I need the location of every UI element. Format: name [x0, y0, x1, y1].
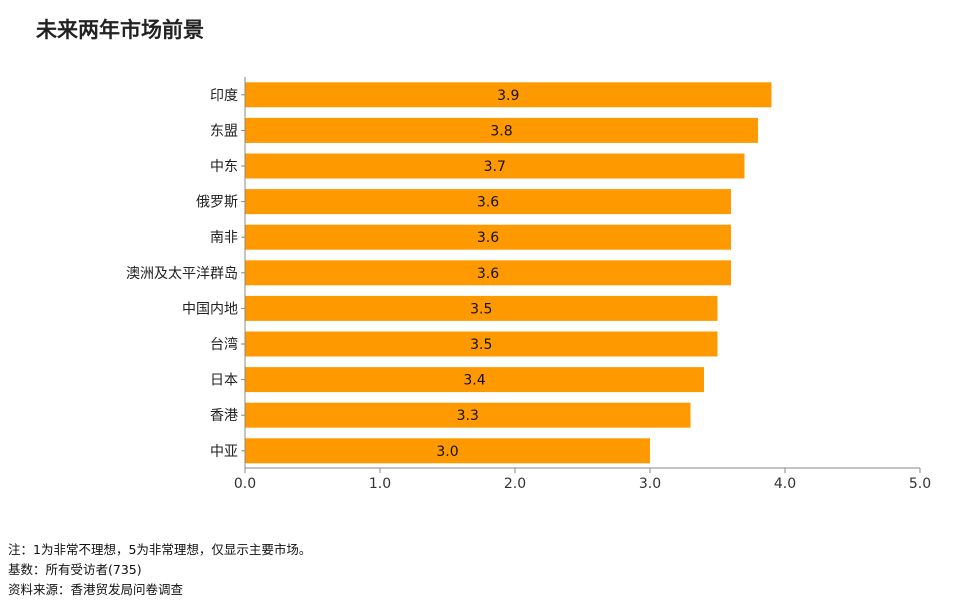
category-label-8: 日本 [210, 373, 238, 389]
chart-title: 未来两年市场前景 [36, 18, 204, 42]
bar-0 [245, 82, 772, 108]
category-label-9: 香港 [210, 408, 238, 424]
bars-group [245, 82, 772, 464]
x-tick-label-5: 5.0 [909, 476, 931, 492]
footnotes: 注：1为非常不理想，5为非常理想，仅显示主要市场。 基数：所有受访者(735) … [8, 540, 311, 600]
category-label-3: 俄罗斯 [196, 195, 238, 211]
axes-group: 0.0 1.0 2.0 3.0 4.0 5.0 [234, 77, 931, 492]
value-label-3: 3.6 [477, 195, 499, 211]
category-label-7: 台湾 [210, 336, 238, 353]
category-label-0: 印度 [210, 88, 238, 104]
bar-6 [245, 295, 718, 321]
value-label-4: 3.6 [477, 230, 499, 246]
x-tick-label-2: 2.0 [504, 476, 526, 492]
x-tick-label-3: 3.0 [639, 476, 661, 492]
bar-10 [245, 438, 650, 464]
value-label-7: 3.5 [470, 337, 492, 353]
value-label-0: 3.9 [497, 88, 519, 104]
value-label-9: 3.3 [457, 408, 479, 424]
value-label-6: 3.5 [470, 301, 492, 317]
category-label-6: 中国内地 [182, 301, 238, 317]
category-label-2: 中东 [210, 159, 238, 175]
value-label-2: 3.7 [484, 159, 506, 175]
note-text: 注：1为非常不理想，5为非常理想，仅显示主要市场。 [8, 542, 312, 557]
bar-5 [245, 260, 731, 286]
value-labels: 3.9 3.8 3.7 3.6 3.6 3.6 3.5 3.5 3.4 3.3 3.0 [436, 88, 519, 460]
value-label-8: 3.4 [463, 373, 485, 389]
base-text: 基数：所有受访者(735) [8, 562, 142, 577]
source-text: 资料来源：香港贸发局问卷调查 [8, 582, 184, 597]
bar-7 [245, 331, 718, 357]
bar-4 [245, 224, 731, 250]
category-label-1: 东盟 [210, 123, 238, 139]
category-label-10: 中亚 [210, 444, 238, 460]
x-tick-label-1: 1.0 [369, 476, 391, 492]
value-label-5: 3.6 [477, 266, 499, 282]
value-label-1: 3.8 [490, 123, 512, 139]
x-tick-label-4: 4.0 [774, 476, 796, 492]
x-tick-label-0: 0.0 [234, 476, 256, 492]
bar-2 [245, 153, 745, 179]
category-label-4: 南非 [210, 230, 238, 246]
value-label-10: 3.0 [436, 444, 458, 460]
category-label-5: 澳洲及太平洋群岛 [126, 266, 238, 282]
bar-9 [245, 402, 691, 428]
bar-1 [245, 117, 758, 143]
bar-8 [245, 367, 704, 393]
bar-3 [245, 189, 731, 215]
